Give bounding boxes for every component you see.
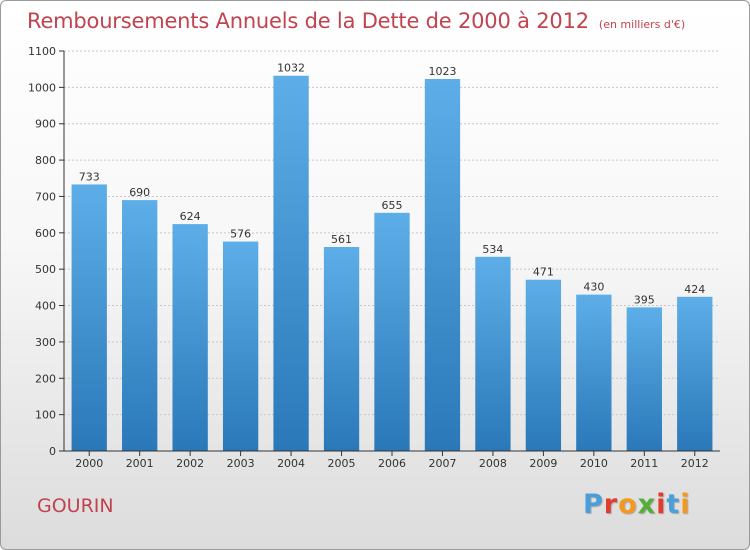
logo-letter: t: [666, 489, 681, 520]
chart-unit: (en milliers d'€): [598, 18, 686, 31]
x-tick-label: 2003: [227, 457, 255, 470]
bar-2002: [172, 224, 208, 451]
logo-letter: o: [618, 489, 638, 520]
data-label: 430: [583, 281, 604, 294]
x-tick-label: 2001: [126, 457, 154, 470]
data-labels: 733 690 624 576 1032 561 655 1023 534 471 430 395 42…: [79, 62, 706, 307]
y-tick-label: 1100: [28, 45, 56, 58]
y-tick-label: 0: [49, 445, 56, 458]
bars: [71, 75, 713, 452]
y-tick-label: 1000: [28, 81, 56, 94]
data-label: 733: [79, 170, 100, 183]
logo-letter: P: [583, 489, 604, 520]
x-tick-label: 2006: [378, 457, 406, 470]
data-label: 534: [482, 243, 503, 256]
y-tick-label: 100: [35, 409, 56, 422]
logo-letter: i: [656, 489, 667, 520]
bar-2004: [273, 75, 309, 452]
bar-2000: [71, 184, 107, 452]
data-label: 624: [180, 210, 201, 223]
x-tick-label: 2005: [328, 457, 356, 470]
logo-letter: x: [637, 489, 657, 520]
data-label: 561: [331, 233, 352, 246]
data-label: 576: [230, 228, 251, 241]
x-tick-label: 2007: [428, 457, 456, 470]
bar-2009: [525, 279, 562, 451]
chart-title: Remboursements Annuels de la Dette de 20…: [27, 9, 685, 33]
x-tick-label: 2011: [630, 457, 658, 470]
y-tick-label: 400: [35, 300, 56, 313]
x-tick-label: 2009: [529, 457, 557, 470]
data-label: 471: [533, 266, 554, 279]
proxiti-logo[interactable]: Proxiti: [583, 489, 691, 520]
data-label: 424: [684, 283, 705, 296]
y-tick-label: 700: [35, 190, 56, 203]
logo-letter: r: [603, 489, 619, 520]
bar-2010: [576, 294, 612, 451]
data-label: 1023: [428, 65, 456, 78]
data-label: 690: [129, 186, 150, 199]
bar-2007: [424, 79, 461, 451]
x-tick-label: 2000: [75, 457, 103, 470]
data-label: 395: [634, 293, 655, 306]
commune-name: GOURIN: [37, 495, 114, 517]
chart-title-text: Remboursements Annuels de la Dette de 20…: [27, 9, 589, 33]
x-tick-label: 2010: [580, 457, 608, 470]
data-label: 1032: [277, 62, 305, 75]
y-tick-label: 500: [35, 263, 56, 276]
logo-letter: i: [680, 489, 691, 520]
y-tick-label: 900: [35, 118, 56, 131]
bar-2012: [677, 296, 713, 451]
bar-2011: [626, 307, 662, 451]
y-tick-label: 600: [35, 227, 56, 240]
x-tick-label: 2012: [681, 457, 709, 470]
bar-2008: [475, 256, 511, 451]
y-tick-label: 300: [35, 336, 56, 349]
y-tick-label: 200: [35, 372, 56, 385]
bar-2005: [323, 247, 360, 451]
data-label: 655: [382, 199, 403, 212]
x-tick-label: 2002: [176, 457, 204, 470]
x-tick-label: 2004: [277, 457, 305, 470]
bar-2001: [122, 200, 158, 451]
bar-2003: [222, 241, 259, 451]
bar-2006: [374, 212, 410, 451]
axes: 0 100 200 300 400 500 600 700 800 900 1000 1100 2000…: [28, 45, 720, 470]
y-tick-label: 800: [35, 154, 56, 167]
x-tick-label: 2008: [479, 457, 507, 470]
